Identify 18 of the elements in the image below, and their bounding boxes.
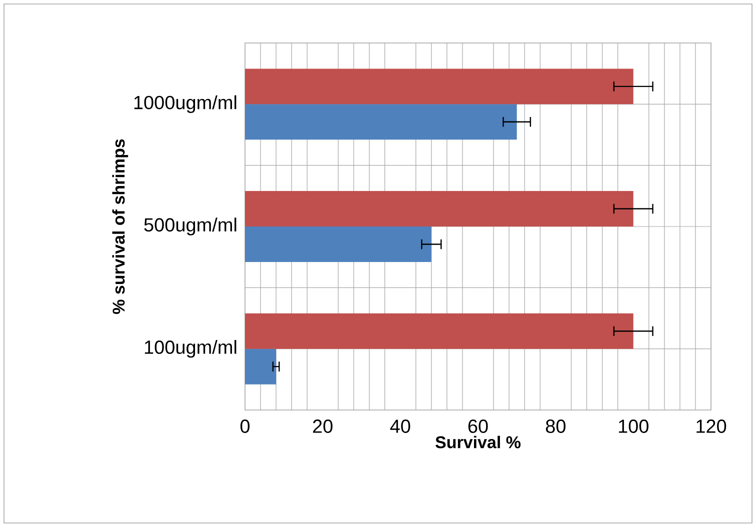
x-tick-label: 60 [468,420,488,433]
bar [245,68,634,104]
x-axis-title: Survival % [435,436,521,448]
bar [245,191,634,226]
x-tick-label: 120 [696,420,726,433]
x-tick-label: 80 [546,420,566,433]
x-tick-label: 100 [618,420,648,433]
x-tick-label: 40 [390,420,410,433]
y-tick-label: 1000ugm/ml [134,95,236,114]
bar [245,313,634,349]
bar [245,104,517,140]
bar [245,226,432,262]
x-tick-label: 0 [240,420,250,433]
y-tick-label: 100ugm/ml [144,340,236,358]
y-axis-title: % survival of shrimps [112,139,128,314]
x-tick-label: 20 [313,420,332,433]
y-tick-label: 500ugm/ml [144,218,236,236]
bar [245,348,276,384]
